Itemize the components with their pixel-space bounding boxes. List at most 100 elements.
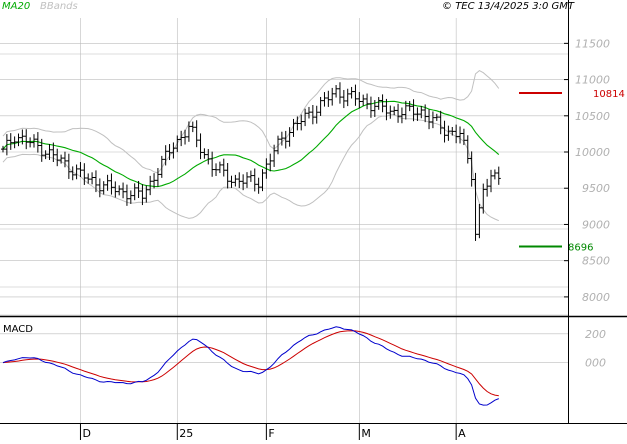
price-bar <box>396 103 401 123</box>
price-bar <box>47 144 52 160</box>
price-bar <box>252 168 257 192</box>
price-bar <box>245 172 250 188</box>
x-tick-label: F <box>268 427 274 440</box>
ma20-path <box>2 100 500 188</box>
x-tick-label: A <box>458 427 466 440</box>
price-bar <box>59 154 64 164</box>
price-bar <box>318 96 323 116</box>
price-bar <box>403 100 408 120</box>
price-bar <box>446 125 451 141</box>
price-bar <box>159 155 164 178</box>
legend-ma20: MA20 <box>2 1 30 12</box>
price-bar <box>221 158 226 177</box>
price-bar <box>330 87 335 106</box>
price-bar <box>163 145 168 166</box>
y-tick-label: 11000 <box>575 74 610 87</box>
price-bar <box>86 173 91 184</box>
price-bar <box>419 105 424 119</box>
price-bar <box>423 104 428 123</box>
price-bar <box>268 153 273 172</box>
legend-bbands: BBands <box>40 1 78 12</box>
price-bar <box>376 97 381 110</box>
price-bar <box>473 172 478 241</box>
price-bar <box>210 151 215 177</box>
price-bar <box>217 161 222 174</box>
price-bar <box>70 166 75 181</box>
price-bar <box>454 124 459 144</box>
price-bar <box>101 181 106 195</box>
y-tick-label: 9500 <box>582 182 610 195</box>
price-bar <box>51 142 56 163</box>
price-bar <box>90 172 95 185</box>
price-bar <box>225 163 230 189</box>
bband-upper <box>2 69 500 174</box>
price-bar <box>481 183 486 214</box>
copyright-text: © TEC 13/4/2025 3:0 GMT <box>442 1 575 12</box>
price-bar <box>341 89 346 109</box>
x-tick-label: D <box>82 427 90 440</box>
price-bar <box>489 169 494 193</box>
y-tick-label: 11500 <box>575 37 610 50</box>
macd-signal-line <box>2 330 499 397</box>
price-bar <box>124 184 129 206</box>
macd-title: MACD <box>3 324 33 335</box>
price-bar <box>121 182 126 199</box>
price-bar <box>1 145 5 153</box>
price-bars <box>1 82 501 241</box>
price-bar <box>186 121 191 142</box>
price-bar <box>12 136 17 149</box>
macd-panel <box>2 326 499 406</box>
price-bar <box>314 105 319 124</box>
price-bar <box>361 94 366 106</box>
price-bar <box>427 109 432 130</box>
price-bar <box>264 158 269 179</box>
price-bar <box>279 131 284 146</box>
price-bar <box>132 183 137 201</box>
price-bar <box>167 144 172 161</box>
price-bar <box>117 185 122 196</box>
price-bar <box>384 98 389 121</box>
price-bar <box>179 130 184 147</box>
price-bar <box>442 120 447 143</box>
price-bar <box>206 149 211 165</box>
price-bar <box>43 150 48 160</box>
price-bar <box>31 134 36 148</box>
price-bar <box>415 107 420 121</box>
price-bar <box>198 133 203 160</box>
price-bar <box>461 128 466 146</box>
price-bar <box>411 99 416 122</box>
price-bar <box>492 169 497 180</box>
price-bar <box>194 120 199 148</box>
price-bar <box>458 126 463 144</box>
price-bar <box>93 170 98 193</box>
price-bar <box>310 105 315 125</box>
price-bar <box>171 142 176 159</box>
ma20-line <box>2 100 500 188</box>
price-bar <box>368 96 373 118</box>
price-bar <box>349 86 354 99</box>
x-tick-label: M <box>361 427 371 440</box>
bollinger-bands <box>2 69 500 222</box>
price-bar <box>434 113 439 121</box>
price-bar <box>4 134 9 156</box>
price-bar <box>16 133 21 147</box>
y-tick-label: 8500 <box>582 255 610 268</box>
macd-tick-label: 000 <box>585 357 606 370</box>
price-bar <box>353 84 358 106</box>
price-bar <box>74 164 79 180</box>
price-bar <box>365 93 370 110</box>
price-bar <box>214 163 219 176</box>
price-bar <box>105 174 110 191</box>
price-bar <box>241 174 246 191</box>
support-label: 8696 <box>568 242 593 253</box>
price-bar <box>399 107 404 124</box>
price-bar <box>144 185 149 203</box>
price-bar <box>380 94 385 113</box>
price-bar <box>465 135 470 164</box>
macd-tick-label: 200 <box>585 328 606 341</box>
price-bar <box>260 169 265 192</box>
price-bar <box>202 148 207 159</box>
price-bar <box>55 148 60 167</box>
price-bar <box>275 135 280 155</box>
